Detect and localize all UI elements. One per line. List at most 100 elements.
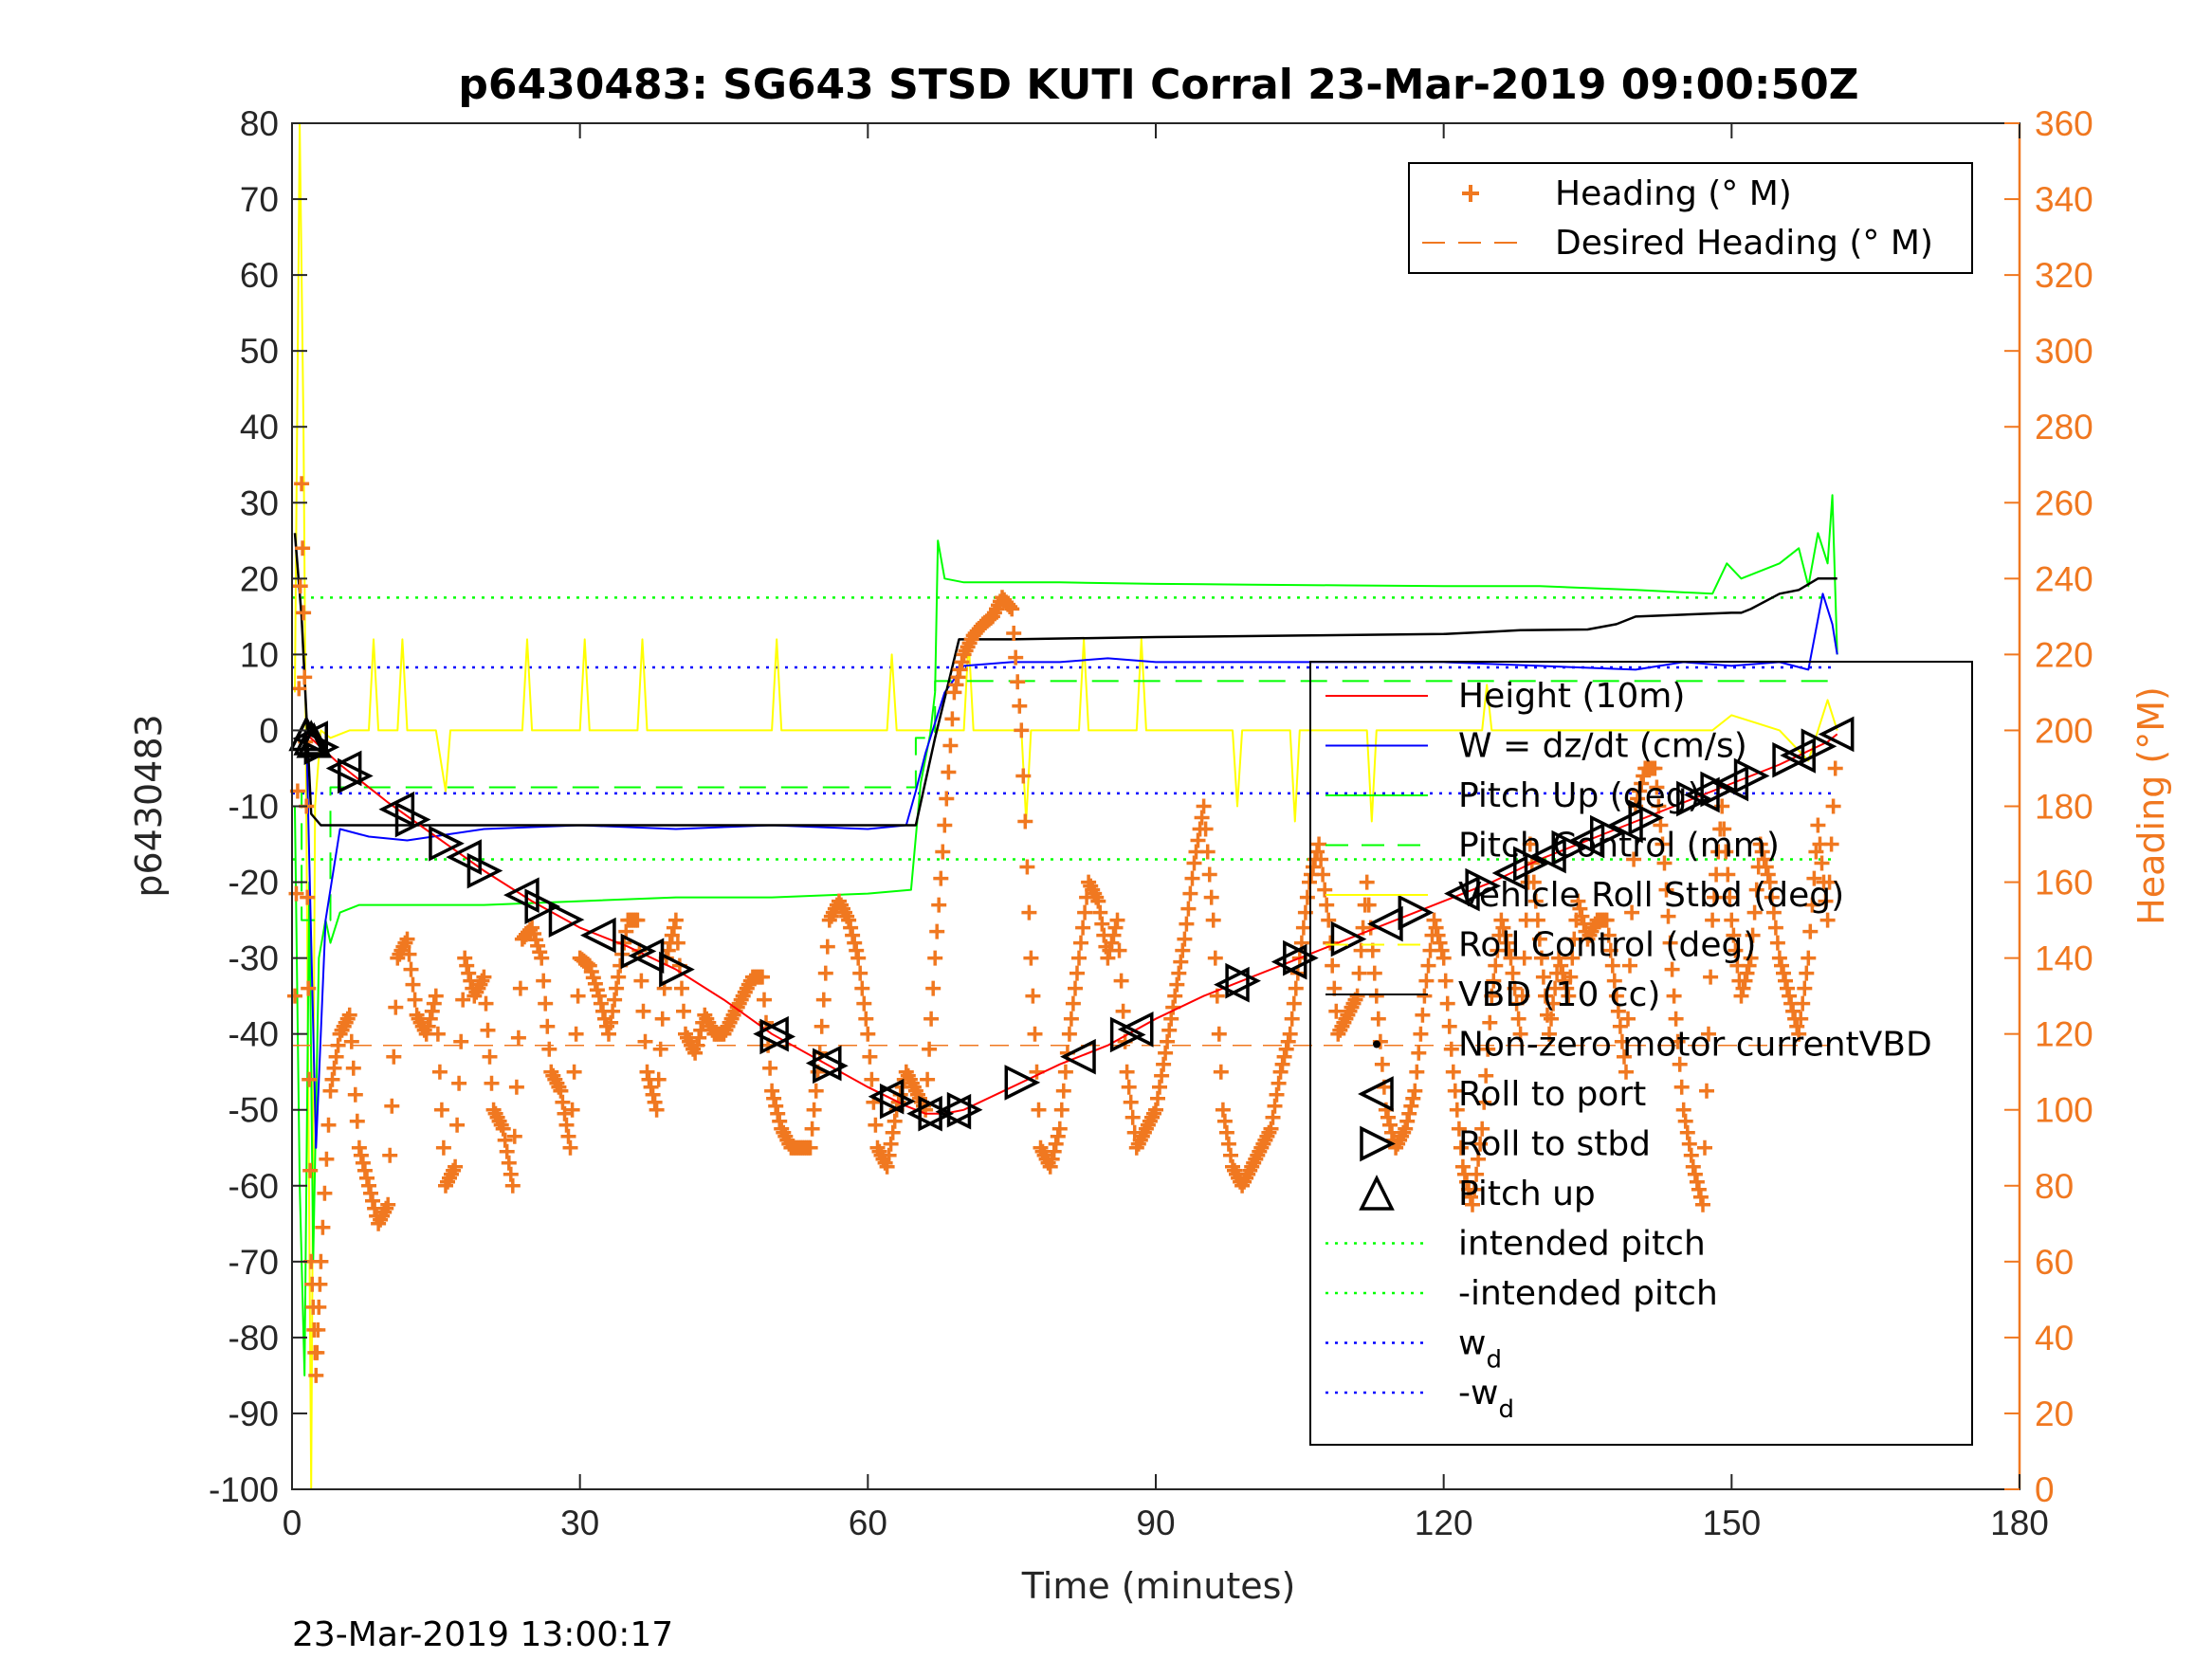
series-4 — [293, 533, 1837, 827]
heading-point-419 — [1069, 965, 1085, 981]
heading-point-283 — [808, 1083, 824, 1099]
roll-to-stbd-marker-29 — [1801, 728, 1837, 765]
heading-point-443 — [1115, 1003, 1131, 1019]
heading-point-385 — [1004, 601, 1020, 617]
heading-point-477 — [1180, 901, 1197, 917]
heading-point-634 — [1482, 1014, 1498, 1030]
heading-point-487 — [1199, 844, 1216, 860]
heading-point-154 — [560, 1128, 576, 1144]
heading-point-392 — [1017, 813, 1033, 830]
roll-to-stbd-marker-6 — [548, 902, 585, 939]
heading-point-440 — [1109, 912, 1125, 928]
heading-point-151 — [555, 1094, 571, 1110]
heading-point-802 — [1804, 897, 1820, 913]
heading-point-548 — [1317, 882, 1333, 898]
heading-point-726 — [1658, 882, 1674, 898]
heading-point-423 — [1077, 904, 1093, 921]
heading-point-111 — [478, 995, 494, 1012]
heading-point-466 — [1160, 1033, 1176, 1049]
heading-point-302 — [845, 927, 861, 943]
heading-point-649 — [1510, 1011, 1526, 1027]
heading-point-725 — [1656, 855, 1673, 871]
heading-point-485 — [1196, 798, 1212, 814]
heading-point-471 — [1169, 976, 1185, 993]
heading-point-637 — [1488, 957, 1504, 974]
roll-to-port-marker-21 — [1607, 807, 1643, 844]
heading-point-696 — [1600, 927, 1617, 943]
legend-heading-label-1: Desired Heading (° M) — [1555, 224, 1933, 263]
y2-tick-label-5: 100 — [2035, 1091, 2093, 1130]
heading-point-262 — [768, 1098, 784, 1114]
heading-point-552 — [1325, 957, 1341, 974]
heading-point-388 — [1010, 674, 1026, 690]
heading-point-34 — [330, 1037, 346, 1053]
heading-point-321 — [881, 1147, 897, 1163]
heading-point-593 — [1403, 1098, 1419, 1114]
heading-point-461 — [1150, 1090, 1165, 1106]
heading-point-210 — [667, 912, 684, 928]
heading-point-192 — [633, 973, 649, 989]
heading-point-486 — [1197, 821, 1214, 837]
y-tick-label-3: -70 — [229, 1243, 279, 1282]
heading-point-526 — [1274, 1056, 1290, 1072]
heading-point-348 — [933, 870, 949, 886]
heading-point-473 — [1173, 954, 1189, 970]
series-1 — [294, 494, 1838, 1376]
heading-point-409 — [1050, 1128, 1066, 1144]
heading-point-439 — [1107, 920, 1124, 936]
heading-point-575 — [1368, 988, 1384, 1004]
heading-point-88 — [433, 1102, 449, 1118]
roll-to-port-marker-19 — [1530, 837, 1566, 874]
heading-point-447 — [1123, 1094, 1139, 1110]
heading-point-761 — [1726, 927, 1742, 943]
heading-point-412 — [1055, 1083, 1071, 1099]
legend-label-4: Vehicle Roll Stbd (deg) — [1458, 876, 1844, 915]
heading-point-286 — [814, 1018, 830, 1034]
heading-point-3 — [291, 681, 307, 697]
heading-point-762 — [1728, 942, 1744, 958]
heading-point-728 — [1662, 935, 1678, 951]
heading-point-121 — [497, 1132, 513, 1148]
heading-point-353 — [942, 738, 959, 754]
y2-tick-label-17: 340 — [2035, 180, 2093, 219]
series-layer — [287, 122, 1843, 1490]
heading-point-729 — [1664, 961, 1680, 977]
heading-point-732 — [1670, 1033, 1686, 1049]
heading-point-701 — [1610, 1003, 1626, 1019]
heading-point-746 — [1697, 1139, 1712, 1156]
heading-point-811 — [1821, 874, 1837, 890]
heading-point-578 — [1374, 1056, 1390, 1072]
roll-to-stbd-marker-1 — [338, 757, 374, 794]
heading-point-175 — [601, 1026, 616, 1042]
y-tick-label-1: -90 — [229, 1395, 279, 1433]
heading-point-788 — [1778, 973, 1793, 989]
roll-to-stbd-marker-25 — [1676, 780, 1712, 817]
legend-label-1: W = dz/dt (cm/s) — [1458, 727, 1747, 766]
roll-to-stbd-marker-27 — [1733, 757, 1770, 794]
heading-point-352 — [941, 764, 957, 780]
heading-point-542 — [1306, 859, 1321, 875]
heading-point-44 — [349, 1113, 365, 1129]
heading-point-359 — [954, 654, 970, 670]
heading-point-652 — [1516, 950, 1532, 966]
heading-point-288 — [817, 965, 833, 981]
heading-point-304 — [849, 942, 865, 958]
heading-point-74 — [407, 992, 423, 1008]
heading-point-521 — [1265, 1109, 1281, 1125]
heading-point-350 — [937, 817, 953, 833]
heading-point-282 — [806, 1102, 822, 1118]
y-tick-label-14: 40 — [240, 408, 279, 447]
heading-point-140 — [534, 950, 550, 966]
heading-point-737 — [1679, 1124, 1695, 1140]
roll-to-port-marker-25 — [1818, 716, 1855, 753]
heading-point-50 — [361, 1177, 376, 1194]
heading-point-747 — [1699, 1083, 1714, 1099]
heading-point-482 — [1190, 832, 1206, 848]
heading-point-613 — [1441, 1018, 1457, 1034]
heading-point-31 — [324, 1071, 340, 1087]
y2-tick-label-9: 180 — [2035, 788, 2093, 827]
heading-point-281 — [804, 1121, 820, 1137]
series-2 — [292, 680, 1837, 921]
legend-label-10: Pitch up — [1458, 1175, 1596, 1213]
heading-point-721 — [1649, 779, 1665, 795]
